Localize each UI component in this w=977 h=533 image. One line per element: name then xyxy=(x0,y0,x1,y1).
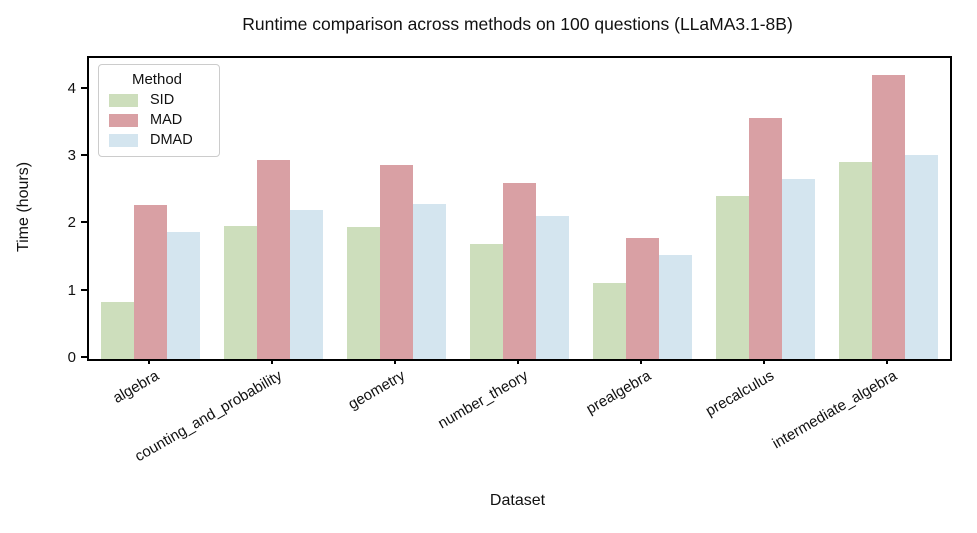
legend-entry-sid: SID xyxy=(109,92,205,108)
x-tick-mark xyxy=(393,359,396,364)
x-tick-mark xyxy=(270,359,273,364)
legend-title: Method xyxy=(131,71,183,88)
bar-dmad-precalculus xyxy=(782,179,815,359)
bar-mad-counting_and_probability xyxy=(257,160,290,359)
chart-title: Runtime comparison across methods on 100… xyxy=(242,14,793,34)
x-tick-label-intermediate_algebra: intermediate_algebra xyxy=(768,367,900,453)
legend-swatch-dmad xyxy=(109,133,138,147)
x-tick-label-number_theory: number_theory xyxy=(434,367,531,433)
legend-entry-mad: MAD xyxy=(109,112,205,128)
bar-sid-number_theory xyxy=(470,244,503,359)
bar-dmad-prealgebra xyxy=(659,255,692,359)
bar-sid-prealgebra xyxy=(593,283,626,359)
x-tick-mark xyxy=(639,359,642,364)
bar-sid-intermediate_algebra xyxy=(839,162,872,359)
bar-dmad-number_theory xyxy=(536,216,569,359)
x-tick-label-algebra: algebra xyxy=(109,367,162,407)
y-tick-label-1: 1 xyxy=(67,281,76,299)
legend-label-dmad: DMAD xyxy=(150,132,193,148)
legend: Method SID MAD DMAD xyxy=(98,64,220,157)
bar-mad-precalculus xyxy=(749,118,782,359)
x-tick-mark xyxy=(885,359,888,364)
bar-mad-prealgebra xyxy=(626,238,659,359)
bar-sid-counting_and_probability xyxy=(224,226,257,359)
legend-entries: SID MAD DMAD xyxy=(109,92,205,148)
bar-sid-precalculus xyxy=(716,196,749,359)
bar-mad-intermediate_algebra xyxy=(872,75,905,359)
y-axis-label: Time (hours) xyxy=(15,161,32,253)
y-tick-mark xyxy=(81,221,87,224)
bar-mad-geometry xyxy=(380,165,413,359)
y-tick-label-3: 3 xyxy=(67,146,76,164)
x-tick-mark xyxy=(762,359,765,364)
legend-swatch-sid xyxy=(109,93,138,107)
y-tick-mark xyxy=(81,86,87,89)
x-tick-mark xyxy=(516,359,519,364)
y-tick-mark xyxy=(81,288,87,291)
y-tick-mark xyxy=(81,153,87,156)
bar-mad-algebra xyxy=(134,205,167,359)
legend-label-mad: MAD xyxy=(150,112,183,128)
bar-sid-algebra xyxy=(101,302,134,359)
legend-label-sid: SID xyxy=(150,92,175,108)
y-tick-label-4: 4 xyxy=(67,79,76,97)
bar-dmad-geometry xyxy=(413,204,446,359)
plot-area: Method SID MAD DMAD xyxy=(87,56,952,361)
legend-entry-dmad: DMAD xyxy=(109,132,205,148)
x-tick-label-prealgebra: prealgebra xyxy=(582,367,654,418)
x-tick-label-precalculus: precalculus xyxy=(702,367,777,420)
legend-swatch-mad xyxy=(109,113,138,127)
x-tick-mark xyxy=(147,359,150,364)
bar-dmad-counting_and_probability xyxy=(290,210,323,359)
bar-sid-geometry xyxy=(347,227,380,359)
bar-dmad-intermediate_algebra xyxy=(905,155,938,359)
bar-mad-number_theory xyxy=(503,183,536,359)
bar-dmad-algebra xyxy=(167,232,200,359)
x-tick-label-geometry: geometry xyxy=(344,367,408,414)
y-tick-label-0: 0 xyxy=(67,349,76,366)
y-tick-label-2: 2 xyxy=(67,214,76,232)
y-tick-mark xyxy=(81,356,87,358)
x-axis-label: Dataset xyxy=(489,492,546,509)
